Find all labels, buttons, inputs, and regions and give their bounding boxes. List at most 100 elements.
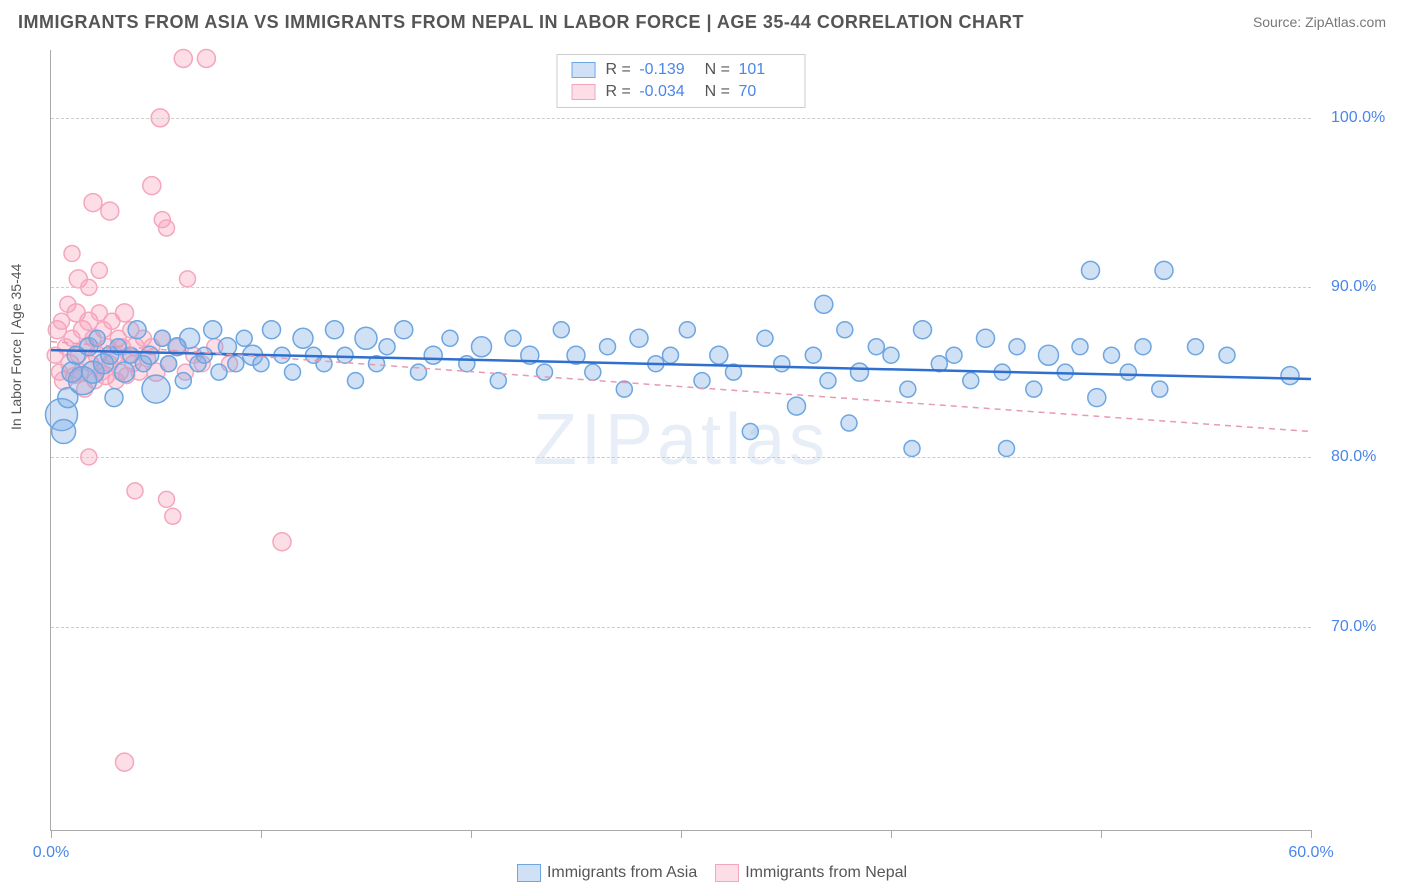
data-point [977,329,995,347]
legend-swatch [572,84,596,100]
data-point [1009,339,1025,355]
data-point [337,347,353,363]
data-point [553,322,569,338]
data-point [174,49,192,67]
chart-svg [51,50,1311,830]
data-point [115,362,135,382]
legend-swatch [517,864,541,882]
data-point [679,322,695,338]
data-point [1088,389,1106,407]
trend-line [51,342,1311,432]
y-tick-label: 90.0% [1331,278,1376,296]
legend-row: R = -0.139 N = 101 [572,59,791,81]
data-point [273,533,291,551]
data-point [442,330,458,346]
data-point [293,328,313,348]
chart-title: IMMIGRANTS FROM ASIA VS IMMIGRANTS FROM … [18,12,1024,33]
data-point [211,364,227,380]
data-point [105,389,123,407]
data-point [379,339,395,355]
data-point [180,328,200,348]
data-point [1104,347,1120,363]
data-point [841,415,857,431]
x-tick [471,830,472,838]
data-point [616,381,632,397]
data-point [851,363,869,381]
legend-label: Immigrants from Nepal [745,864,907,881]
data-point [116,304,134,322]
data-point [159,220,175,236]
y-tick-label: 100.0% [1331,109,1385,127]
data-point [1026,381,1042,397]
data-point [694,373,710,389]
data-point [805,347,821,363]
data-point [180,271,196,287]
legend-n-label: N = [705,83,730,100]
data-point [1120,364,1136,380]
data-point [196,347,212,363]
x-tick [681,830,682,838]
data-point [837,322,853,338]
data-point [101,202,119,220]
legend-label: Immigrants from Asia [547,864,697,881]
data-point [52,420,76,444]
data-point [904,440,920,456]
data-point [757,330,773,346]
data-point [742,424,758,440]
plot-area: ZIPatlas R = -0.139 N = 101R = -0.034 N … [50,50,1311,831]
data-point [914,321,932,339]
data-point [900,381,916,397]
data-point [84,194,102,212]
legend-r-label: R = [606,83,631,100]
y-tick-label: 80.0% [1331,448,1376,466]
data-point [630,329,648,347]
legend-swatch [572,62,596,78]
data-point [1155,261,1173,279]
x-tick [51,830,52,838]
data-point [1082,261,1100,279]
data-point [1281,367,1299,385]
data-point [197,49,215,67]
data-point [142,375,170,403]
data-point [868,339,884,355]
source-attribution: Source: ZipAtlas.com [1253,14,1386,30]
data-point [663,347,679,363]
data-point [228,356,244,372]
data-point [710,346,728,364]
legend-row: R = -0.034 N = 70 [572,81,791,103]
y-tick-label: 70.0% [1331,618,1376,636]
data-point [161,356,177,372]
data-point [585,364,601,380]
data-point [285,364,301,380]
data-point [204,321,222,339]
data-point [395,321,413,339]
x-tick [1101,830,1102,838]
data-point [128,321,146,339]
x-tick-label: 60.0% [1288,844,1333,862]
data-point [963,373,979,389]
data-point [316,356,332,372]
data-point [348,373,364,389]
legend-r-value: -0.139 [639,59,691,81]
x-tick [1311,830,1312,838]
data-point [774,356,790,372]
data-point [1152,381,1168,397]
legend-r-label: R = [606,61,631,78]
gridline-h [51,118,1311,119]
legend-n-label: N = [705,61,730,78]
data-point [472,337,492,357]
data-point [1039,345,1059,365]
gridline-h [51,457,1311,458]
data-point [159,491,175,507]
data-point [788,397,806,415]
data-point [236,330,252,346]
gridline-h [51,627,1311,628]
data-point [1135,339,1151,355]
data-point [143,177,161,195]
legend-n-value: 101 [738,59,790,81]
data-point [91,262,107,278]
x-tick [891,830,892,838]
data-point [263,321,281,339]
y-axis-label: In Labor Force | Age 35-44 [8,264,24,430]
data-point [424,346,442,364]
